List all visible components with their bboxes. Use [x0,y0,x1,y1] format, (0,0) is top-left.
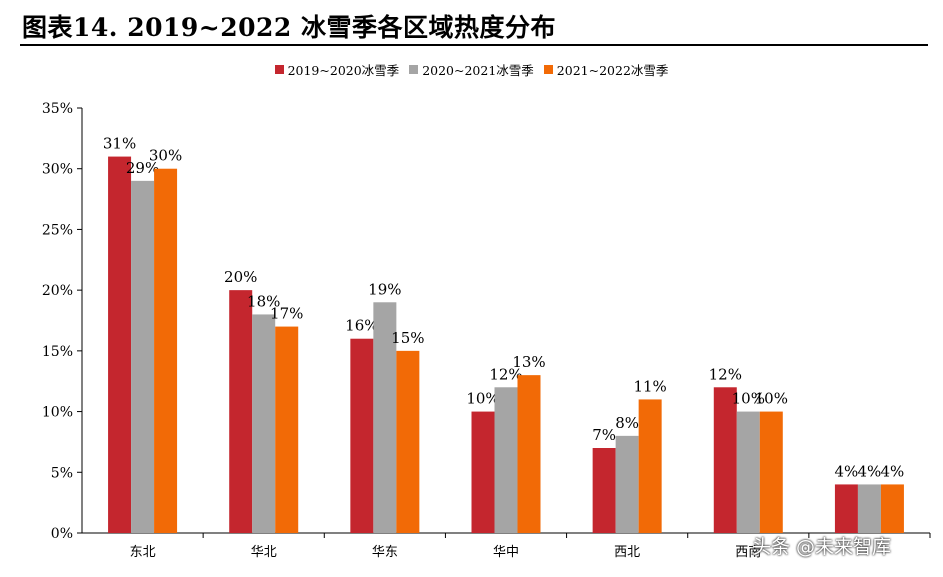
y-tick-label: 5% [51,465,73,481]
y-tick-label: 35% [42,101,73,117]
bar-series-2 [494,387,518,533]
bar-series-1 [350,338,374,533]
y-tick-label: 30% [42,162,73,178]
chart-legend: 2019~2020冰雪季 2020~2021冰雪季 2021~2022冰雪季 [0,60,943,79]
data-label: 10% [755,390,788,408]
data-label: 17% [270,305,303,323]
title-underline [20,44,928,46]
bar-series-3 [517,375,541,533]
chart-title: 图表14. 2019~2022 冰雪季各区域热度分布 [22,13,557,42]
legend-swatch-series-2 [409,65,419,74]
data-label: 8% [615,414,639,432]
legend-swatch-series-1 [274,65,284,74]
data-label: 29% [126,159,159,177]
watermark-text: 头条 @未来智库 [752,536,892,558]
data-label: 11% [633,377,666,395]
legend-label-series-1: 2019~2020冰雪季 [287,63,400,78]
y-tick-label: 15% [42,344,73,360]
bar-series-2 [131,180,155,533]
legend-swatch-series-3 [543,65,553,74]
bar-series-1 [592,448,616,533]
bar-series-2 [615,435,639,533]
legend-item-series-3: 2021~2022冰雪季 [543,60,669,79]
bar-series-3 [396,350,420,533]
data-label: 4% [881,462,905,480]
bar-series-1 [471,411,495,533]
data-label: 10% [732,390,765,408]
bar-series-2 [736,411,760,533]
data-label: 12% [489,365,522,383]
data-label: 10% [466,390,499,408]
data-label: 12% [709,365,742,383]
legend-item-series-1: 2019~2020冰雪季 [274,60,400,79]
data-label: 31% [103,135,136,153]
legend-item-series-2: 2020~2021冰雪季 [409,60,534,79]
bar-series-1 [108,156,132,534]
data-label: 7% [592,426,616,444]
x-tick-label: 华东 [372,545,398,560]
bar-series-2 [252,314,276,533]
legend-label-series-3: 2021~2022冰雪季 [556,63,669,78]
x-tick-label: 西南 [735,544,761,560]
bar-series-3 [880,484,904,533]
y-tick-label: 10% [42,405,73,421]
data-label: 4% [858,462,882,480]
x-tick-label: 东北 [130,545,156,560]
data-label: 13% [512,353,545,371]
bar-series-1 [229,290,253,533]
y-tick-label: 25% [42,222,73,238]
bar-series-3 [759,411,783,533]
bar-series-3 [154,168,178,533]
data-label: 16% [345,317,378,335]
y-tick-label: 20% [42,283,73,299]
data-label: 19% [368,280,401,298]
x-tick-label: 华中 [493,545,519,560]
bar-series-1 [713,387,737,533]
bar-series-2 [857,484,881,533]
data-label: 18% [247,292,280,310]
data-label: 15% [391,329,424,347]
bar-series-3 [638,399,662,533]
data-label: 20% [224,268,257,286]
data-label: 4% [835,462,859,480]
y-tick-label: 0% [51,526,73,542]
data-label: 30% [149,147,182,165]
x-tick-label: 西北 [614,545,640,560]
bar-series-2 [373,302,397,533]
legend-label-series-2: 2020~2021冰雪季 [422,63,534,78]
bar-series-3 [275,326,299,533]
x-tick-label: 华北 [251,545,277,560]
bar-series-1 [834,484,858,533]
